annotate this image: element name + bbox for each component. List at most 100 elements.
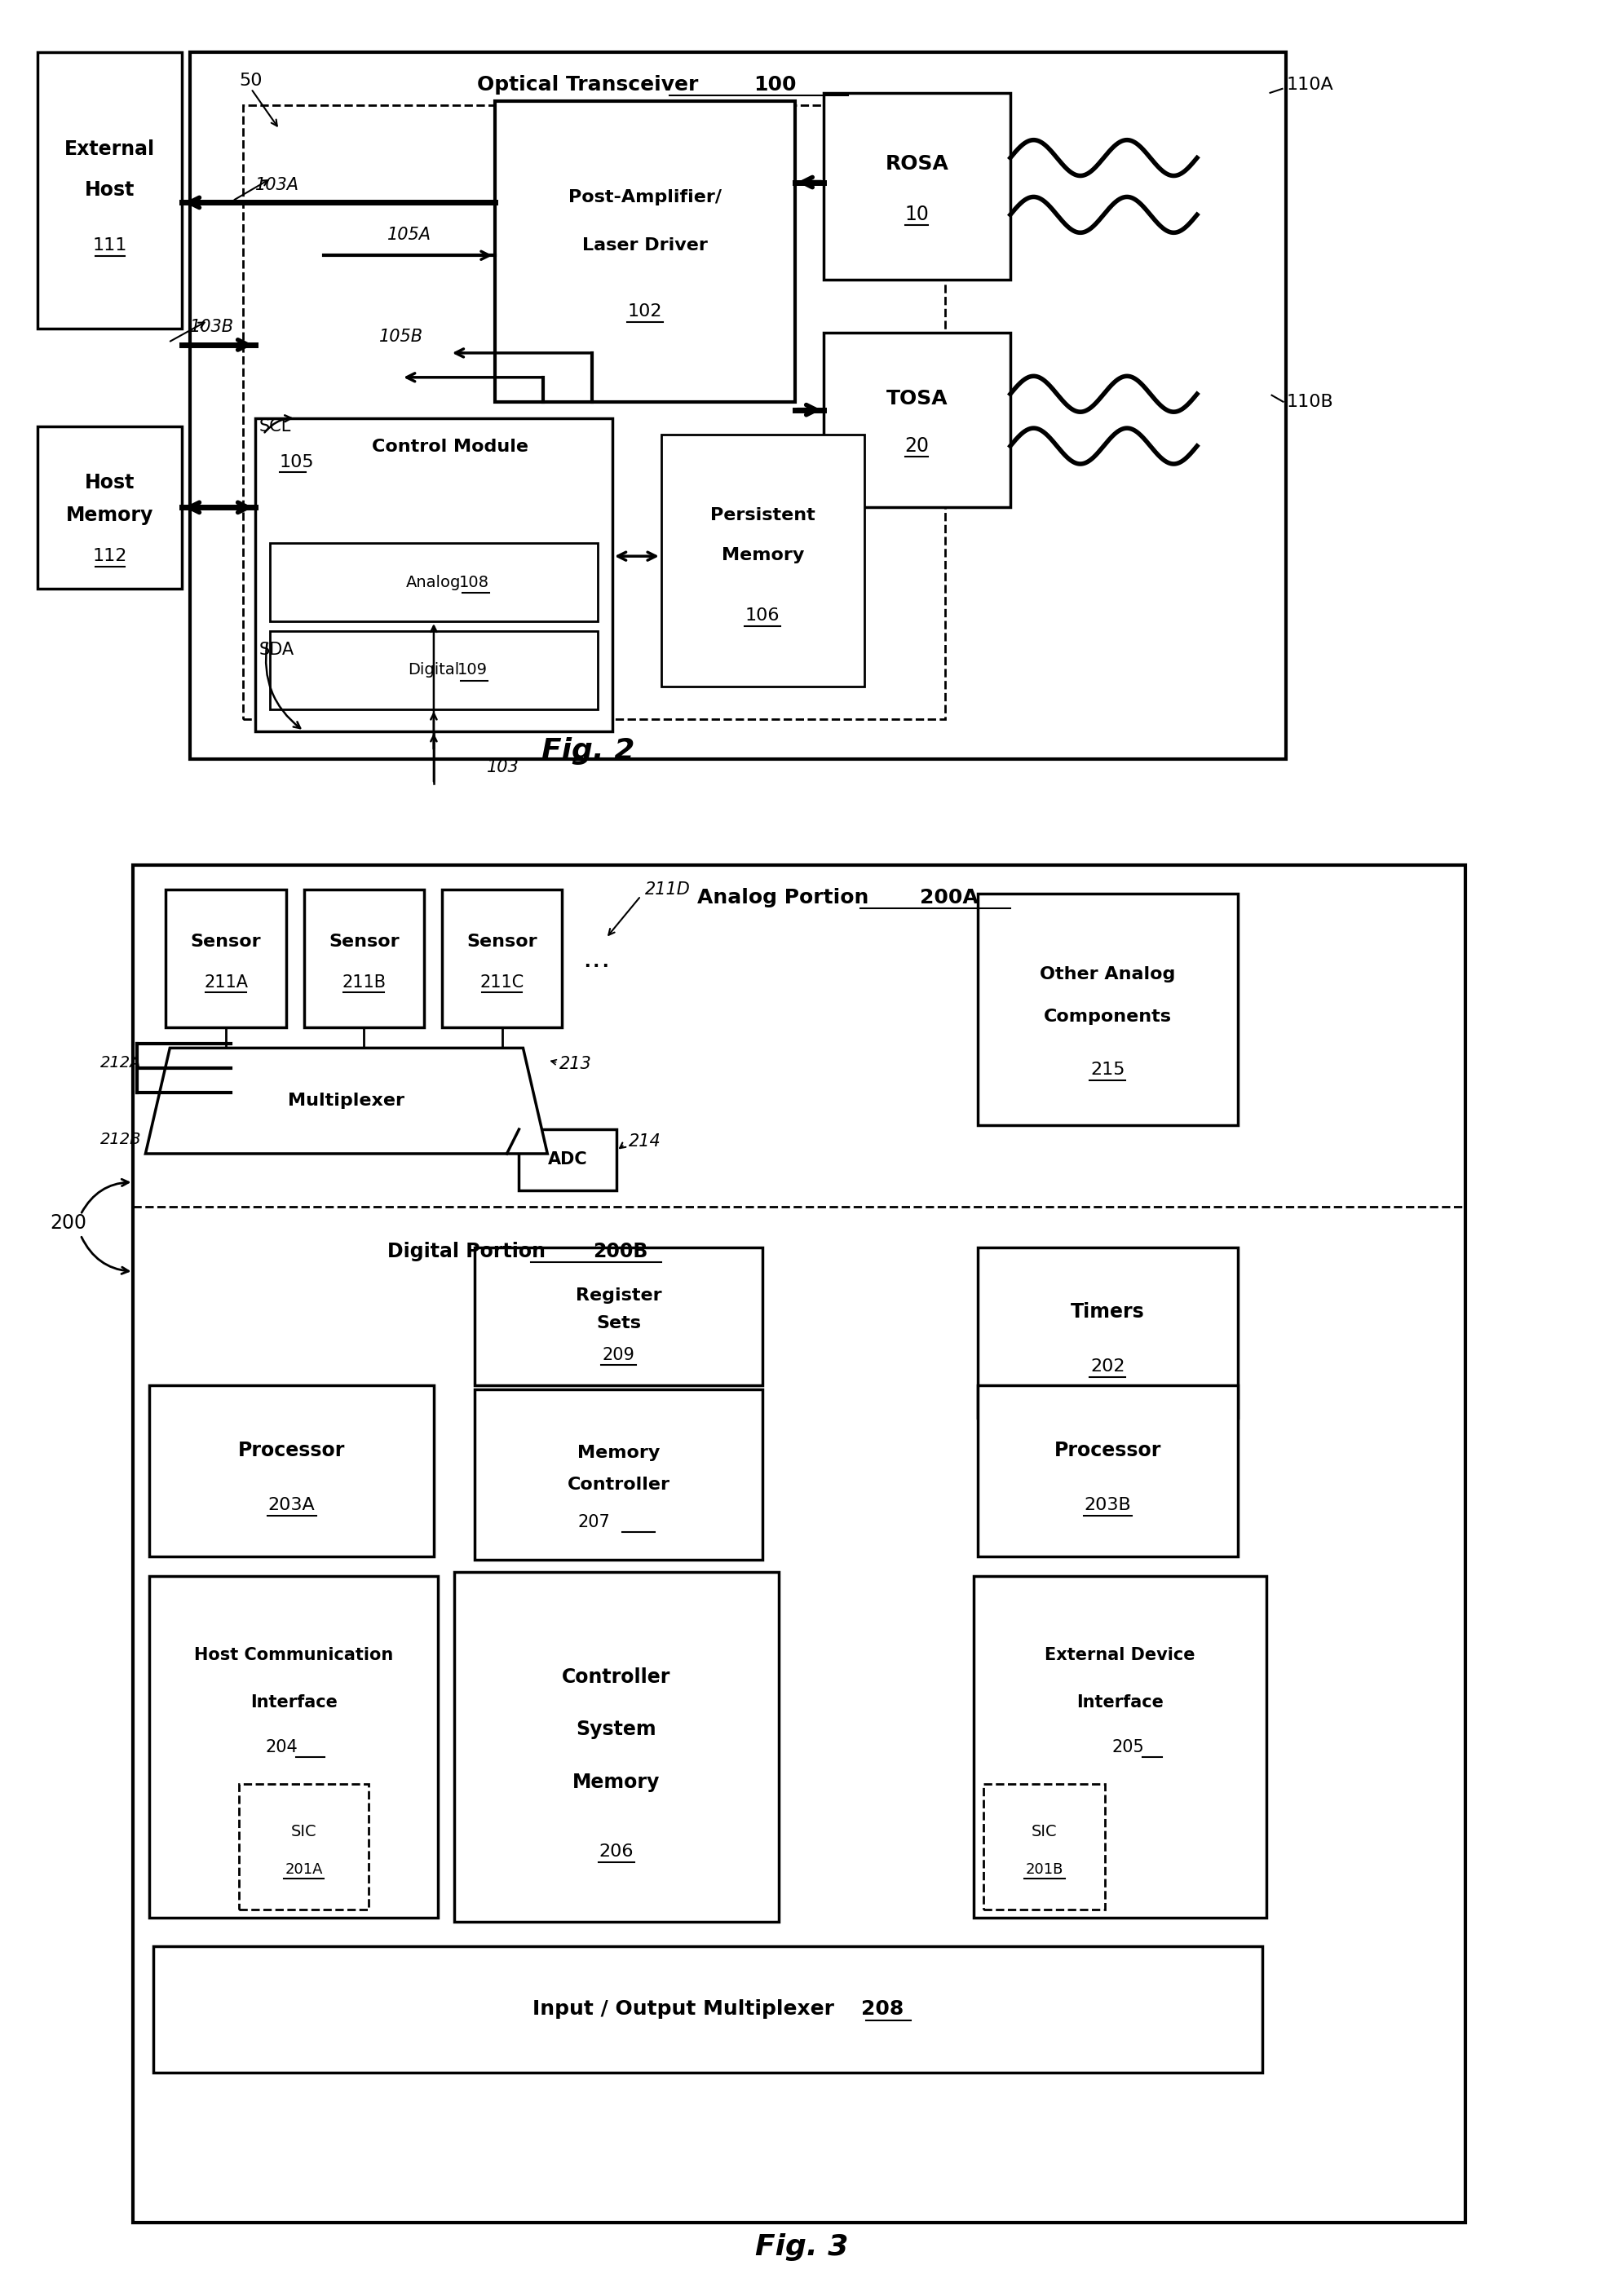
Bar xyxy=(37,427,181,588)
Text: Memory: Memory xyxy=(722,546,804,563)
Text: Interface: Interface xyxy=(250,1694,337,1711)
Text: 100: 100 xyxy=(754,76,796,94)
Text: Components: Components xyxy=(1044,1008,1173,1024)
Text: Fig. 3: Fig. 3 xyxy=(755,2234,849,2262)
Bar xyxy=(520,1130,616,1189)
Text: ...: ... xyxy=(582,944,610,974)
Text: Memory: Memory xyxy=(573,1773,661,1791)
Text: Digital Portion: Digital Portion xyxy=(387,1242,545,1261)
Text: 10: 10 xyxy=(905,204,929,225)
Bar xyxy=(191,53,1286,760)
Bar xyxy=(454,1573,780,1922)
Bar xyxy=(974,1577,1266,1917)
Text: 106: 106 xyxy=(746,608,780,625)
Text: 211C: 211C xyxy=(480,974,525,990)
Text: Memory: Memory xyxy=(577,1444,659,1460)
Bar xyxy=(978,1247,1238,1419)
Text: System: System xyxy=(576,1720,656,1740)
Text: Fig. 2: Fig. 2 xyxy=(542,737,635,765)
Bar xyxy=(37,53,181,328)
Bar xyxy=(494,101,796,402)
Bar xyxy=(133,866,1464,2223)
Bar xyxy=(303,889,423,1029)
Text: 105A: 105A xyxy=(388,227,431,243)
Text: 103B: 103B xyxy=(191,319,234,335)
Text: 202: 202 xyxy=(1091,1359,1124,1375)
Text: Host: Host xyxy=(85,473,135,494)
Text: Controller: Controller xyxy=(561,1667,670,1688)
Text: Post-Amplifier/: Post-Amplifier/ xyxy=(568,188,722,204)
Text: 211A: 211A xyxy=(204,974,249,990)
Text: 204: 204 xyxy=(265,1738,298,1754)
Text: Persistent: Persistent xyxy=(711,507,815,523)
Text: ADC: ADC xyxy=(549,1153,587,1169)
Bar xyxy=(661,434,865,687)
Text: Interface: Interface xyxy=(1076,1694,1163,1711)
Text: 103: 103 xyxy=(486,760,520,776)
Bar xyxy=(149,1577,438,1917)
Text: 200A: 200A xyxy=(921,889,978,907)
Text: Analog Portion: Analog Portion xyxy=(698,889,869,907)
Text: 20: 20 xyxy=(905,436,929,457)
Text: SCL: SCL xyxy=(260,418,292,434)
Bar xyxy=(823,333,1011,507)
Text: Other Analog: Other Analog xyxy=(1039,967,1176,983)
Text: Register: Register xyxy=(576,1288,661,1304)
Bar xyxy=(149,1384,433,1557)
Text: 203B: 203B xyxy=(1084,1497,1131,1513)
Text: 212A: 212A xyxy=(101,1054,141,1070)
Text: Multiplexer: Multiplexer xyxy=(289,1093,404,1109)
Text: 205: 205 xyxy=(1112,1738,1144,1754)
Text: 110B: 110B xyxy=(1286,393,1333,411)
Text: Controller: Controller xyxy=(568,1476,670,1492)
Text: Sensor: Sensor xyxy=(467,934,537,951)
Text: Host: Host xyxy=(85,181,135,200)
Text: 201A: 201A xyxy=(286,1862,322,1876)
Text: Sensor: Sensor xyxy=(191,934,261,951)
Text: 212B: 212B xyxy=(101,1132,141,1146)
Text: External Device: External Device xyxy=(1044,1646,1195,1662)
Text: 102: 102 xyxy=(627,303,662,319)
Text: External: External xyxy=(64,140,156,158)
Text: Control Module: Control Module xyxy=(372,439,528,455)
Text: Memory: Memory xyxy=(66,505,154,526)
Text: Laser Driver: Laser Driver xyxy=(582,236,707,253)
Text: 213: 213 xyxy=(560,1056,592,1072)
Text: 215: 215 xyxy=(1091,1061,1124,1077)
Text: SIC: SIC xyxy=(290,1823,316,1839)
Bar xyxy=(239,1784,369,1910)
Text: 105B: 105B xyxy=(379,328,423,344)
Bar xyxy=(983,1784,1105,1910)
Bar xyxy=(978,1384,1238,1557)
Text: 111: 111 xyxy=(93,236,127,255)
Text: 103A: 103A xyxy=(255,177,300,193)
Text: Digital: Digital xyxy=(407,661,460,677)
Bar xyxy=(441,889,561,1029)
Text: Sensor: Sensor xyxy=(329,934,399,951)
Text: Analog: Analog xyxy=(406,574,462,590)
Text: SIC: SIC xyxy=(1031,1823,1057,1839)
Text: 208: 208 xyxy=(861,2000,903,2018)
Text: 207: 207 xyxy=(577,1515,611,1531)
Text: Processor: Processor xyxy=(237,1440,345,1460)
Bar xyxy=(475,1247,762,1384)
Text: 214: 214 xyxy=(629,1134,661,1150)
Text: 50: 50 xyxy=(239,73,261,90)
Bar xyxy=(269,631,598,709)
Bar xyxy=(255,418,613,730)
Bar xyxy=(269,544,598,622)
Text: SDA: SDA xyxy=(260,641,295,659)
Bar xyxy=(242,106,945,719)
Text: 112: 112 xyxy=(93,549,127,565)
Bar xyxy=(154,1947,1262,2073)
Text: 211B: 211B xyxy=(342,974,387,990)
Text: Input / Output Multiplexer: Input / Output Multiplexer xyxy=(533,2000,834,2018)
Text: Processor: Processor xyxy=(1054,1440,1161,1460)
Text: 203A: 203A xyxy=(268,1497,316,1513)
Text: Optical Transceiver: Optical Transceiver xyxy=(478,76,699,94)
Text: Host Communication: Host Communication xyxy=(194,1646,393,1662)
Text: ROSA: ROSA xyxy=(885,154,948,174)
Bar xyxy=(978,893,1238,1125)
Text: 105: 105 xyxy=(279,455,314,471)
Text: 200: 200 xyxy=(50,1212,87,1233)
